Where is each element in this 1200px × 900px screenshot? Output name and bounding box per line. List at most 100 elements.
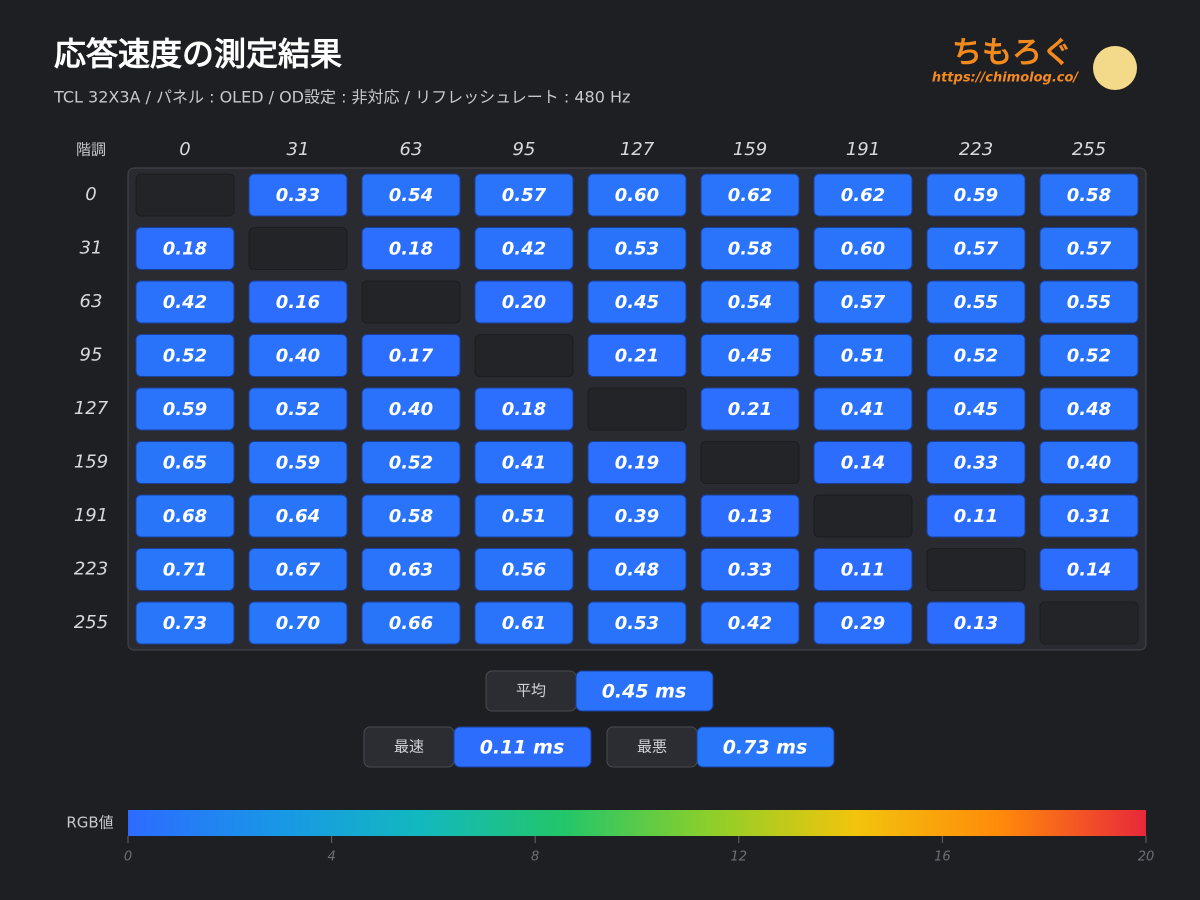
cell-label: 0.21 (728, 399, 772, 420)
heatmap-cell (700, 387, 800, 431)
heatmap-cell (474, 441, 574, 484)
y-tick-label: 255 (74, 612, 108, 633)
heatmap-cell (135, 387, 235, 431)
cell-label: 0.29 (841, 613, 885, 634)
cell-label: 0.33 (954, 453, 998, 474)
cell-label: 0.52 (163, 346, 207, 367)
heatmap-cell (813, 227, 913, 270)
cell-label: 0.48 (1067, 399, 1111, 420)
mascot (1093, 46, 1137, 90)
heatmap-cell (587, 441, 687, 484)
heatmap-cell (700, 173, 800, 217)
cell-label: 0.57 (954, 239, 999, 260)
heatmap-cell (813, 387, 913, 431)
summary-name: 最悪 (637, 738, 667, 756)
heatmap-cell (587, 334, 687, 377)
colorbar-tick-label: 20 (1138, 850, 1155, 865)
cell-label: 0.51 (502, 506, 546, 527)
cell-label: 0.21 (615, 346, 659, 367)
summary-value-box (696, 726, 835, 768)
cell-label: 0.52 (1067, 346, 1111, 367)
heatmap-cell (135, 548, 235, 591)
cell-label: 0.18 (389, 239, 433, 260)
cell-label: 0.55 (954, 292, 998, 313)
heatmap-cell (474, 387, 574, 431)
cell-label: 0.48 (615, 560, 659, 581)
empty-cell (361, 280, 461, 324)
heatmap-cell (587, 173, 687, 217)
cell-label: 0.39 (615, 506, 659, 527)
cell-label: 0.13 (954, 613, 998, 634)
heatmap-cell (248, 334, 348, 377)
heatmap-cell (474, 494, 574, 538)
y-tick-label: 191 (74, 505, 108, 526)
cell-label: 0.41 (841, 399, 885, 420)
heatmap-cell (587, 548, 687, 591)
heatmap-cell (1039, 173, 1139, 217)
cell-label: 0.58 (389, 506, 433, 527)
cell-label: 0.68 (163, 506, 207, 527)
cell-label: 0.65 (163, 453, 207, 474)
heatmap-cell (135, 601, 235, 645)
heatmap-cell (1039, 494, 1139, 538)
heatmap-cell (587, 494, 687, 538)
cell-label: 0.33 (728, 560, 772, 581)
heatmap-cell (1039, 280, 1139, 324)
colorbar (128, 810, 1146, 836)
heatmap-cell (926, 441, 1026, 484)
heatmap-cell (813, 601, 913, 645)
heatmap-cell (474, 548, 574, 591)
heatmap-cell (926, 387, 1026, 431)
colorbar-tick-label: 8 (531, 850, 539, 865)
cell-label: 0.40 (389, 399, 433, 420)
cell-label: 0.53 (615, 613, 659, 634)
empty-cell (700, 441, 800, 484)
cell-label: 0.58 (1067, 185, 1111, 206)
x-tick-label: 191 (846, 139, 880, 160)
x-tick-label: 159 (733, 139, 767, 160)
cell-label: 0.33 (276, 185, 320, 206)
x-tick-label: 0 (179, 139, 190, 160)
x-tick-label: 95 (513, 139, 536, 160)
cell-label: 0.52 (276, 399, 320, 420)
heatmap-cell (1039, 334, 1139, 377)
heatmap-cell (135, 227, 235, 270)
cell-label: 0.54 (389, 185, 433, 206)
cell-label: 0.57 (841, 292, 886, 313)
y-tick-label: 159 (74, 452, 108, 473)
empty-cell (135, 173, 235, 217)
y-tick-label: 223 (74, 559, 108, 580)
heatmap-cell (926, 173, 1026, 217)
y-tick-label: 31 (80, 238, 103, 259)
heatmap-cell (474, 280, 574, 324)
cell-label: 0.59 (163, 399, 207, 420)
heatmap-cell (813, 173, 913, 217)
cell-label: 0.62 (841, 185, 885, 206)
heatmap-cell (926, 280, 1026, 324)
heatmap-cell (361, 548, 461, 591)
y-tick-label: 95 (80, 345, 103, 366)
heatmap-cell (135, 280, 235, 324)
cell-label: 0.41 (502, 453, 546, 474)
heatmap-cell (1039, 387, 1139, 431)
heatmap-cell (361, 441, 461, 484)
heatmap-cell (926, 334, 1026, 377)
heatmap-cell (361, 387, 461, 431)
cell-label: 0.67 (276, 560, 321, 581)
empty-cell (248, 227, 348, 270)
corner-label: 階調 (76, 141, 106, 159)
heatmap-cell (700, 601, 800, 645)
cell-label: 0.66 (389, 613, 433, 634)
heatmap-cell (474, 227, 574, 270)
cell-label: 0.52 (954, 346, 998, 367)
heatmap-cell (248, 280, 348, 324)
cell-label: 0.45 (615, 292, 659, 313)
cell-label: 0.56 (502, 560, 546, 581)
cell-label: 0.40 (1067, 453, 1111, 474)
summary-value: 0.45 ms (602, 681, 687, 703)
cell-label: 0.16 (276, 292, 320, 313)
cell-label: 0.57 (1067, 239, 1112, 260)
cell-label: 0.73 (163, 613, 207, 634)
cell-label: 0.71 (163, 560, 207, 581)
